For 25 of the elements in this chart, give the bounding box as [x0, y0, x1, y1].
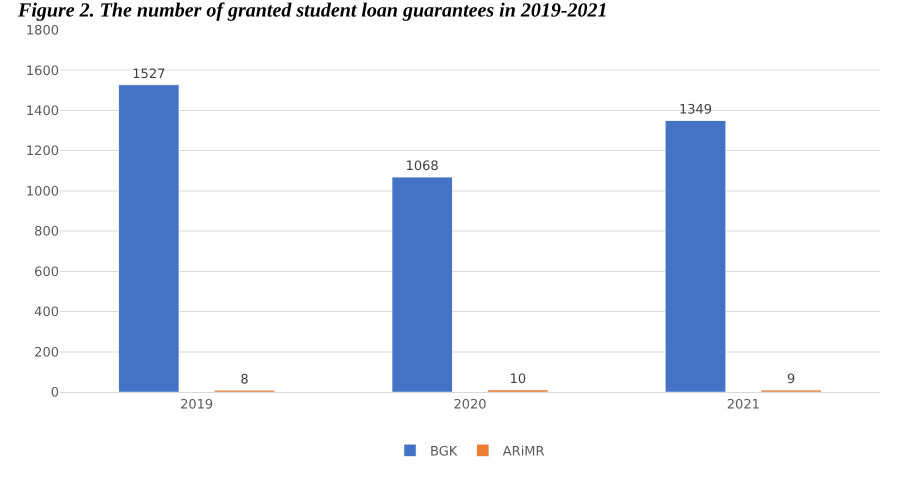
y-tick-label: 1600 [26, 64, 59, 79]
bar [665, 120, 726, 392]
legend-label: ARiMR [502, 444, 545, 460]
x-tick-label: 2019 [180, 398, 214, 413]
y-tick-label: 1000 [26, 184, 59, 200]
y-tick-label: 200 [34, 345, 59, 360]
data-label: 9 [787, 372, 796, 388]
data-label: 1068 [406, 159, 439, 174]
y-tick-label: 400 [34, 305, 59, 320]
bar [118, 84, 180, 392]
bar [392, 176, 452, 392]
x-tick-label: 2020 [453, 398, 487, 413]
y-tick-label: 600 [34, 264, 59, 280]
data-label: 1349 [678, 102, 712, 118]
y-tick-label: 1400 [26, 104, 59, 119]
chart-title: Figure 2. The number of granted student loan guarantees in 2019-2021 [17, 0, 608, 22]
x-tick-label: 2021 [726, 398, 760, 413]
data-label: 1527 [132, 66, 166, 82]
legend-label: BGK [430, 444, 458, 460]
y-tick-label: 1800 [26, 24, 59, 39]
y-tick-label: 0 [50, 386, 59, 401]
data-label: 8 [240, 372, 249, 388]
y-tick-label: 1200 [26, 144, 59, 160]
data-label: 10 [510, 372, 526, 387]
y-tick-label: 800 [34, 224, 59, 240]
